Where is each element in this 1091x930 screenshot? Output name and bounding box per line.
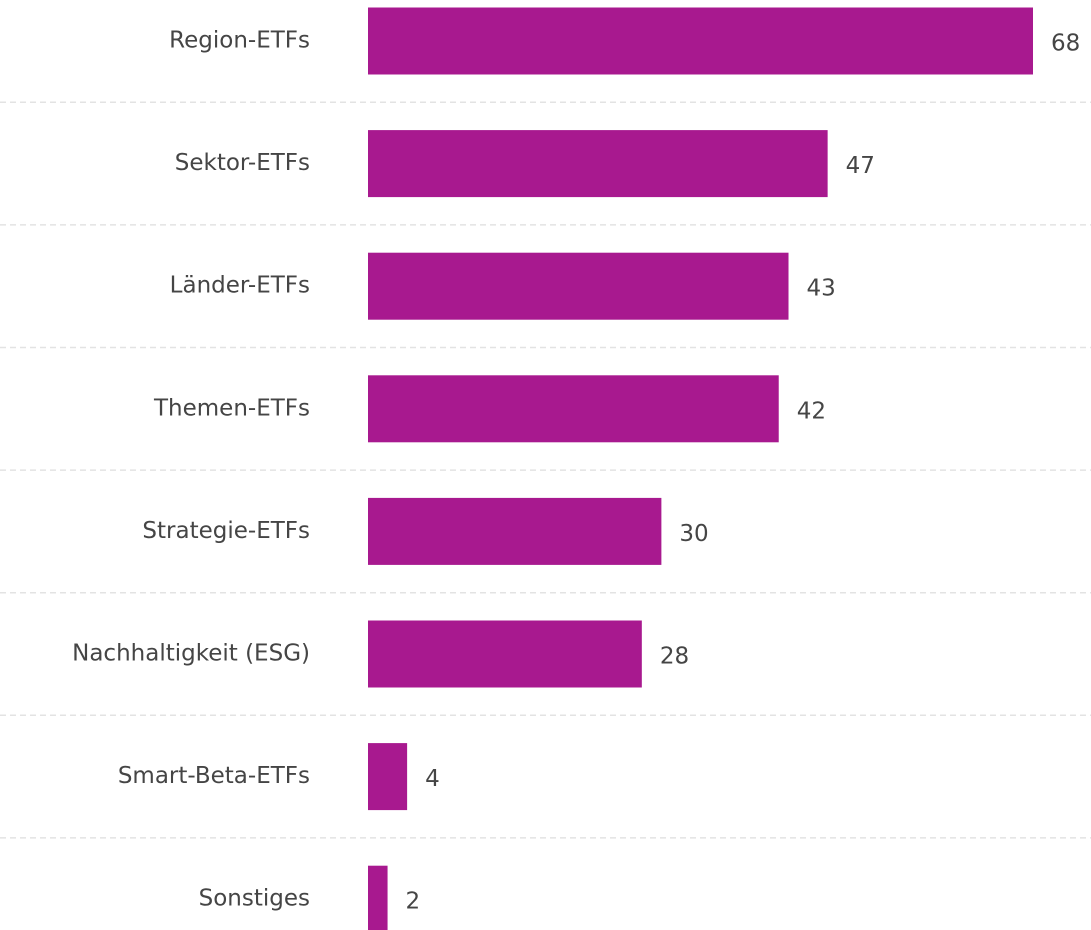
bar [368,865,388,930]
bar [368,7,1033,75]
value-label: 68 [1051,31,1080,57]
bar [368,252,789,320]
category-label: Strategie-ETFs [142,518,310,544]
bar [368,620,642,688]
value-label: 4 [425,766,440,792]
value-label: 43 [807,276,836,302]
category-label: Sektor-ETFs [175,150,310,176]
value-label: 28 [660,644,689,670]
bar [368,130,828,198]
value-label: 42 [797,398,826,424]
bar [368,743,408,811]
category-label: Nachhaltigkeit (ESG) [72,641,310,667]
value-label: 30 [679,521,708,547]
bar [368,375,779,443]
value-label: 47 [846,153,875,179]
category-label: Sonstiges [199,886,310,912]
bar [368,497,662,565]
value-label: 2 [406,889,421,915]
category-label: Smart-Beta-ETFs [118,763,310,789]
category-label: Region-ETFs [169,28,310,54]
category-label: Themen-ETFs [153,395,310,421]
category-label: Länder-ETFs [170,273,310,299]
